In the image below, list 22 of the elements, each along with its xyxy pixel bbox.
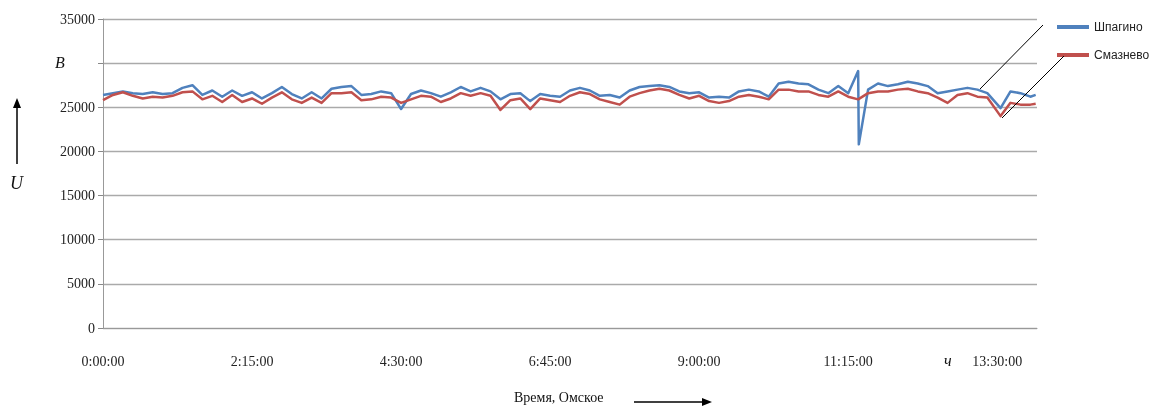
y-tick-label: 20000 xyxy=(60,143,95,159)
legend-label: Шпагино xyxy=(1094,20,1143,34)
y-tick-label: 10000 xyxy=(60,232,95,248)
x-tick-label: 0:00:00 xyxy=(81,353,125,369)
text: В xyxy=(55,53,65,71)
y-tick-label: 5000 xyxy=(67,276,95,292)
x-axis-title: Время, Омское xyxy=(514,389,604,405)
x-tick-label: 6:45:00 xyxy=(528,353,572,369)
y-tick-label: 25000 xyxy=(60,99,95,115)
x-tick-label: 2:15:00 xyxy=(230,353,274,369)
x-tick-label: 13:30:00 xyxy=(972,353,1023,369)
y-tick-label: 0 xyxy=(88,320,95,336)
x-tick-label: 9:00:00 xyxy=(677,353,721,369)
legend-label: Смазнево xyxy=(1094,48,1150,62)
y-tick-label: 35000 xyxy=(60,11,95,27)
y-tick-label: 15000 xyxy=(60,188,95,204)
text: ч xyxy=(944,351,952,369)
line-series xyxy=(101,87,1037,118)
x-tick-label: 4:30:00 xyxy=(379,353,423,369)
y-axis-title: U xyxy=(10,173,24,193)
line-series xyxy=(101,69,1037,146)
x-tick-label: 11:15:00 xyxy=(823,353,873,369)
